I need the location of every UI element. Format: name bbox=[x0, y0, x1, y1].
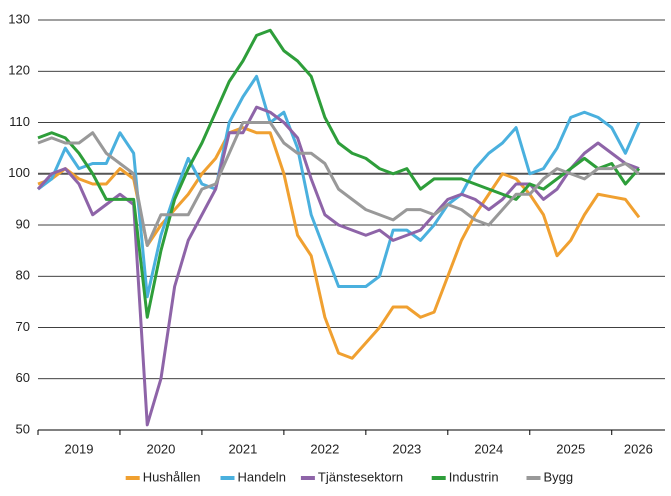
legend-label: Tjänstesektorn bbox=[318, 469, 403, 484]
x-tick-label: 2022 bbox=[310, 441, 339, 456]
x-tick-label: 2026 bbox=[624, 441, 653, 456]
series-line bbox=[36, 105, 640, 427]
y-tick-label: 120 bbox=[8, 63, 30, 78]
y-tick-label: 130 bbox=[8, 11, 30, 26]
x-tick-label: 2021 bbox=[228, 441, 257, 456]
x-tick-label: 2025 bbox=[556, 441, 585, 456]
legend-label: Industrin bbox=[449, 469, 499, 484]
x-tick-label: 2020 bbox=[146, 441, 175, 456]
x-tick-label: 2023 bbox=[392, 441, 421, 456]
y-tick-label: 50 bbox=[16, 421, 30, 436]
legend-label: Hushållen bbox=[143, 469, 201, 484]
legend-label: Handeln bbox=[238, 469, 286, 484]
y-tick-label: 60 bbox=[16, 370, 30, 385]
series-line bbox=[37, 121, 640, 247]
x-tick-label: 2024 bbox=[474, 441, 503, 456]
y-tick-label: 80 bbox=[16, 268, 30, 283]
y-tick-label: 100 bbox=[8, 165, 30, 180]
y-tick-label: 110 bbox=[9, 114, 30, 129]
y-tick-label: 70 bbox=[16, 319, 30, 334]
x-tick-label: 2019 bbox=[65, 441, 94, 456]
y-tick-label: 90 bbox=[16, 216, 30, 231]
legend-label: Bygg bbox=[544, 469, 574, 484]
series-line bbox=[37, 28, 641, 319]
